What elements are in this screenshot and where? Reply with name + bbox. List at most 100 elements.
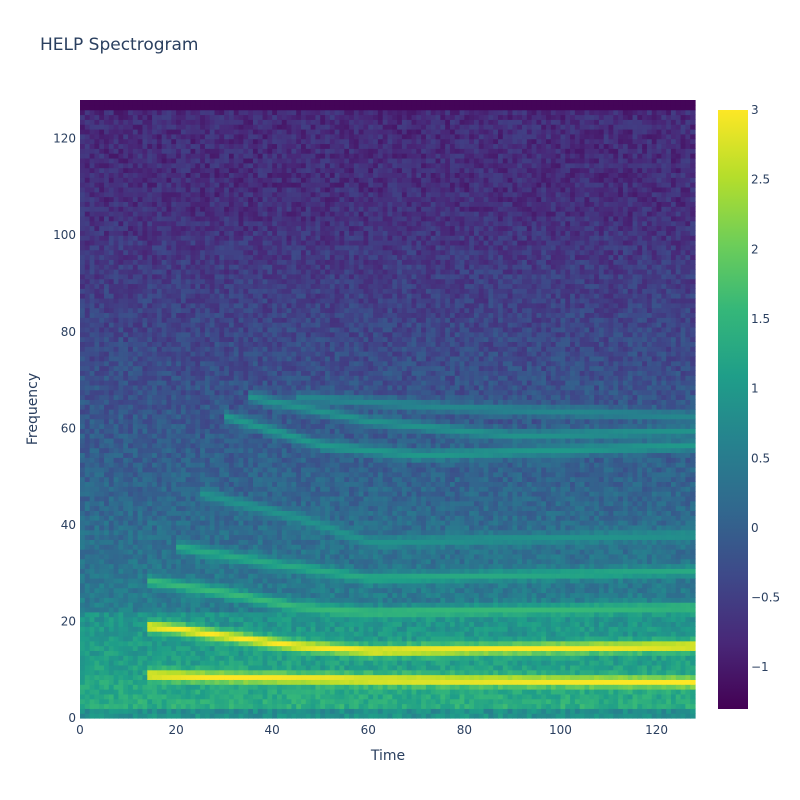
heatmap-cell [171, 655, 177, 661]
heatmap-cell [142, 124, 148, 130]
heatmap-cell [209, 640, 216, 647]
heatmap-cell [113, 539, 120, 545]
heatmap-cell [185, 143, 192, 149]
heatmap-cell [214, 693, 220, 700]
heatmap-cell [200, 264, 206, 270]
heatmap-cell [80, 215, 86, 222]
heatmap-cell [233, 635, 240, 642]
heatmap-cell [89, 302, 96, 309]
heatmap-cell [180, 428, 187, 434]
heatmap-cell [99, 259, 105, 265]
heatmap-cell [176, 196, 182, 202]
heatmap-cell [200, 220, 206, 227]
heatmap-cell [195, 534, 201, 540]
heatmap-cell [224, 278, 230, 285]
heatmap-cell [180, 626, 187, 632]
heatmap-cell [171, 703, 177, 709]
heatmap-cell [204, 133, 211, 140]
heatmap-cell [257, 355, 264, 362]
heatmap-cell [132, 457, 139, 463]
heatmap-cell [104, 191, 110, 198]
heatmap-cell [224, 409, 230, 415]
heatmap-cell [243, 708, 249, 714]
heatmap-cell [137, 544, 144, 550]
heatmap-cell [209, 577, 216, 584]
heatmap-cell [233, 336, 240, 343]
heatmap-cell [113, 177, 120, 183]
heatmap-cell [180, 138, 187, 145]
heatmap-cell [180, 539, 187, 545]
heatmap-cell [228, 684, 235, 690]
heatmap-cell [104, 355, 110, 362]
heatmap-cell [176, 331, 182, 338]
heatmap-cell [176, 486, 182, 492]
heatmap-cell [113, 524, 120, 531]
heatmap-cell [195, 693, 201, 700]
heatmap-cell [113, 433, 120, 439]
heatmap-cell [214, 611, 220, 618]
heatmap-cell [190, 698, 196, 705]
heatmap-cell [209, 457, 216, 463]
heatmap-cell [104, 100, 110, 106]
heatmap-cell [262, 254, 268, 260]
heatmap-cell [233, 684, 240, 690]
heatmap-cell [142, 109, 148, 116]
heatmap-cell [128, 268, 134, 275]
heatmap-cell [262, 206, 268, 212]
heatmap-cell [195, 138, 201, 145]
heatmap-cell [195, 351, 201, 357]
heatmap-cell [238, 346, 244, 352]
heatmap-cell [166, 442, 172, 449]
heatmap-cell [195, 660, 201, 666]
heatmap-cell [243, 689, 249, 695]
heatmap-cell [80, 389, 86, 396]
heatmap-cell [89, 660, 96, 666]
heatmap-cell [204, 674, 211, 680]
heatmap-cell [94, 409, 100, 415]
heatmap-cell [113, 592, 120, 598]
heatmap-cell [166, 558, 172, 565]
heatmap-cell [80, 650, 86, 656]
heatmap-cell [152, 413, 158, 420]
heatmap-cell [190, 573, 196, 579]
heatmap-cell [200, 529, 206, 536]
heatmap-cell [166, 288, 172, 294]
heatmap-cell [123, 230, 129, 236]
heatmap-cell [156, 100, 163, 106]
heatmap-cell [243, 553, 249, 560]
heatmap-cell [137, 191, 144, 198]
heatmap-cell [137, 500, 144, 507]
heatmap-cell [118, 302, 124, 309]
heatmap-cell [104, 230, 110, 236]
heatmap-cell [128, 186, 134, 193]
heatmap-cell [99, 162, 105, 169]
heatmap-cell [195, 698, 201, 705]
heatmap-cell [204, 312, 211, 318]
heatmap-cell [243, 684, 249, 690]
heatmap-cell [200, 288, 206, 294]
heatmap-cell [190, 606, 196, 613]
heatmap-cell [128, 399, 134, 405]
heatmap-cell [80, 211, 86, 217]
heatmap-cell [219, 273, 225, 280]
heatmap-cell [252, 592, 259, 598]
heatmap-cell [108, 640, 115, 647]
heatmap-cell [108, 471, 115, 478]
heatmap-cell [113, 259, 120, 265]
heatmap-cell [104, 259, 110, 265]
heatmap-cell [200, 679, 206, 685]
heatmap-cell [224, 360, 230, 367]
heatmap-cell [166, 423, 172, 429]
heatmap-cell [152, 326, 158, 333]
heatmap-cell [214, 162, 220, 169]
heatmap-cell [243, 544, 249, 550]
heatmap-cell [180, 104, 187, 111]
heatmap-cell [252, 428, 259, 434]
heatmap-cell [152, 177, 158, 183]
heatmap-cell [238, 660, 244, 666]
heatmap-cell [156, 191, 163, 198]
heatmap-cell [195, 360, 201, 367]
heatmap-cell [166, 606, 172, 613]
heatmap-cell [84, 196, 91, 202]
heatmap-cell [142, 437, 148, 444]
